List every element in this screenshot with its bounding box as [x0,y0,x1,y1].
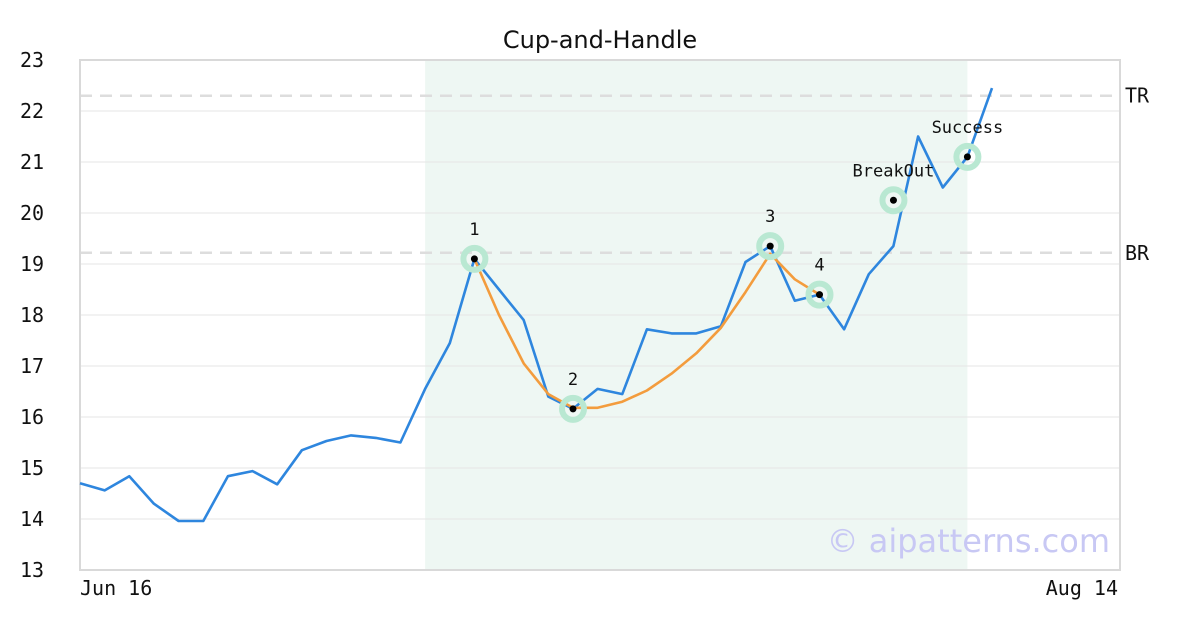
point-halo [559,394,587,423]
point-halo [805,280,834,309]
x-tick-label: Aug 14 [1046,576,1118,600]
y-tick-label: 14 [20,507,44,531]
x-tick-label: Jun 16 [80,576,152,600]
point-dot [963,153,971,161]
point-dot [470,255,478,263]
y-tick-label: 15 [20,456,44,480]
point-dot [889,196,897,204]
y-tick-label: 18 [20,303,44,327]
plot-frame [79,59,1121,571]
point-label: 4 [814,256,824,276]
point-label: 1 [469,220,479,240]
point-halo [879,186,908,215]
y-tick-label: 16 [20,405,44,429]
point-label: 3 [765,207,775,227]
point-halo [460,244,489,273]
point-dot [569,405,577,413]
point-label: BreakOut [853,161,935,181]
y-tick-label: 17 [20,354,44,378]
point-halo [953,142,982,171]
y-tick-label: 20 [20,201,44,225]
point-dot [816,291,823,299]
y-tick-label: 22 [20,99,44,123]
watermark: © aipatterns.com [827,522,1110,560]
point-label: 2 [568,370,578,390]
point-halo [756,232,785,261]
point-label: Success [932,118,1004,138]
level-label-br: BR [1125,241,1150,265]
y-tick-label: 13 [20,558,44,582]
pattern-fit-line [473,252,821,410]
y-tick-label: 21 [20,150,44,174]
chart-title: Cup-and-Handle [503,26,697,54]
price-line [79,87,994,523]
y-tick-label: 19 [20,252,44,276]
level-label-tr: TR [1125,84,1150,108]
point-dot [766,242,774,250]
y-tick-label: 23 [20,48,44,72]
